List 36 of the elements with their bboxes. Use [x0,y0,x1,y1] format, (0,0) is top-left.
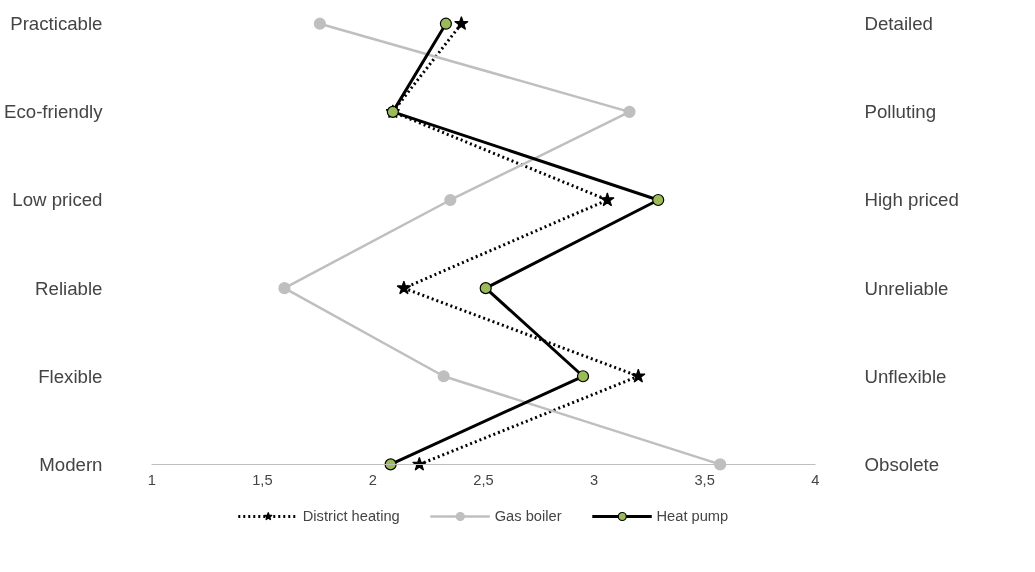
point [384,458,397,471]
x-tick-label: 1,5 [252,472,273,489]
point [631,368,646,383]
point [600,192,615,207]
point [396,280,412,295]
y-tick-label: Eco-friendly [4,101,104,123]
x-tick-label: 3,5 [694,472,715,489]
y-tick-label: Flexible [38,365,103,387]
point [439,17,452,30]
legend-label: District heating [302,508,400,524]
y2-tick-label: Detailed [864,13,933,35]
point [479,282,492,295]
point [313,17,326,30]
x-tick-label: 3 [590,472,599,489]
point [444,193,457,207]
y2-tick-label: Obsolete [864,453,940,475]
y2-tick-label: Unreliable [864,277,949,299]
point [437,370,450,383]
y2-tick-label: Polluting [864,101,937,123]
x-tick-label: 4 [811,472,820,489]
legend-label: Gas boiler [494,508,562,524]
y-tick-label: Modern [39,453,103,475]
y-tick-label: Reliable [35,277,103,299]
y2-tick-label: High priced [864,189,959,211]
y-tick-label: Practicable [10,13,103,35]
x-tick-label: 1 [147,472,156,489]
x-tick-label: 2 [368,472,377,489]
y-tick-label: Low priced [12,189,103,211]
point [623,105,636,118]
point [652,193,665,207]
x-tick-label: 2,5 [473,472,494,489]
legend-label: Heat pump [656,508,729,524]
y2-tick-label: Unflexible [864,365,947,387]
point [454,16,469,30]
point [278,282,291,295]
point [576,370,590,383]
